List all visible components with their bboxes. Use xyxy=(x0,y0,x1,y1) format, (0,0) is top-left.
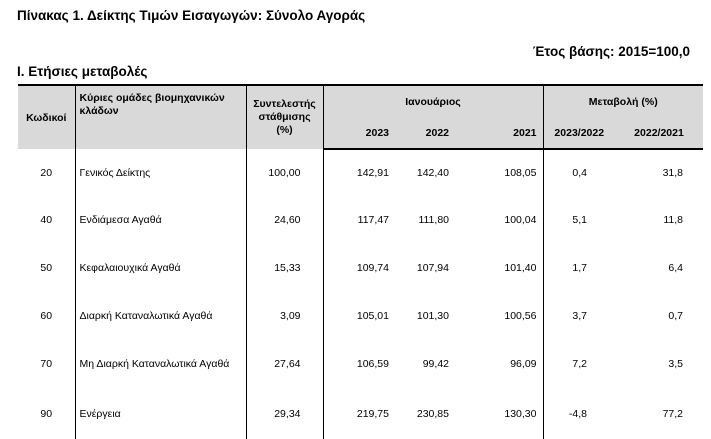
change-header: Μεταβολή (%) xyxy=(543,84,703,117)
header-row-1: Κωδικοί Κύριες ομάδες βιομηχανικών κλάδω… xyxy=(18,84,703,149)
value-2021-cell: 96,09 xyxy=(463,340,544,388)
table-row: 90 Ενέργεια 29,34 219,75 230,85 130,30 -… xyxy=(18,388,703,439)
code-cell: 50 xyxy=(18,244,76,292)
value-2023-cell: 109,74 xyxy=(356,262,389,274)
value-2021-cell: 108,05 xyxy=(463,149,544,196)
group-name-cell: Γενικός Δείκτης xyxy=(75,149,247,196)
code-cell: 90 xyxy=(18,388,76,439)
weight-cell: 15,33 xyxy=(246,244,324,292)
value-2022-cell: 99,42 xyxy=(422,358,449,370)
code-header: Κωδικοί xyxy=(18,84,76,149)
group-name-cell: Μη Διαρκή Καταναλωτικά Αγαθά xyxy=(75,340,247,388)
year-2023-header: 2023 xyxy=(323,117,395,150)
change-2023-2022-cell: 7,2 xyxy=(572,358,587,370)
year-2021-header: 2021 xyxy=(463,117,544,150)
table-title: Πίνακας 1. Δείκτης Τιμών Εισαγωγών: Σύνο… xyxy=(17,8,366,23)
weight-cell: 3,09 xyxy=(246,292,324,340)
weight-header: Συντελεστής στάθμισης (%) xyxy=(246,84,324,149)
table-row: 70 Μη Διαρκή Καταναλωτικά Αγαθά 27,64 10… xyxy=(18,340,703,388)
code-cell: 70 xyxy=(18,340,76,388)
group-name-cell: Ενδιάμεσα Αγαθά xyxy=(75,196,247,244)
value-2023-cell: 106,59 xyxy=(356,358,389,370)
index-table: Κωδικοί Κύριες ομάδες βιομηχανικών κλάδω… xyxy=(18,84,703,439)
groups-header: Κύριες ομάδες βιομηχανικών κλάδων xyxy=(75,84,247,149)
table-row: 20 Γενικός Δείκτης 100,00 142,91 142,40 … xyxy=(18,149,703,196)
code-cell: 60 xyxy=(18,292,76,340)
code-cell: 20 xyxy=(18,149,76,196)
group-name-cell: Ενέργεια xyxy=(75,388,247,439)
change-2022-2021-header: 2022/2021 xyxy=(615,117,703,150)
value-2022-cell: 230,85 xyxy=(416,407,449,420)
weight-cell: 29,34 xyxy=(246,388,324,439)
value-2021-cell: 101,40 xyxy=(463,244,544,292)
table-row: 60 Διαρκή Καταναλωτικά Αγαθά 3,09 105,01… xyxy=(18,292,703,340)
change-2023-2022-cell: -4,8 xyxy=(568,407,587,420)
change-2022-2021-cell: 31,8 xyxy=(662,167,683,179)
value-2023-cell: 105,01 xyxy=(356,310,389,322)
value-2021-cell: 130,30 xyxy=(463,388,544,439)
weight-cell: 27,64 xyxy=(246,340,324,388)
header-row-2: 2023 2022 2021 2023/2022 2022/2021 xyxy=(18,117,703,150)
code-cell: 40 xyxy=(18,196,76,244)
change-2023-2022-cell: 0,4 xyxy=(572,167,587,179)
change-2022-2021-cell: 11,8 xyxy=(663,214,683,226)
value-2022-cell: 107,94 xyxy=(416,262,449,274)
month-header: Ιανουάριος xyxy=(323,84,544,117)
change-2023-2022-cell: 1,7 xyxy=(572,262,587,274)
group-name-cell: Διαρκή Καταναλωτικά Αγαθά xyxy=(75,292,247,340)
base-year-note: Έτος βάσης: 2015=100,0 xyxy=(532,44,690,59)
change-2022-2021-cell: 0,7 xyxy=(668,310,683,322)
value-2022-cell: 111,80 xyxy=(418,214,449,226)
change-2023-2022-header: 2023/2022 xyxy=(543,117,615,150)
value-2023-cell: 219,75 xyxy=(356,407,389,420)
section-title: Ι. Ετήσιες μεταβολές xyxy=(17,64,148,79)
table-row: 50 Κεφαλαιουχικά Αγαθά 15,33 109,74 107,… xyxy=(18,244,703,292)
value-2022-cell: 142,40 xyxy=(416,167,449,179)
value-2022-cell: 101,30 xyxy=(416,310,449,322)
change-2022-2021-cell: 3,5 xyxy=(668,358,683,370)
change-2022-2021-cell: 6,4 xyxy=(668,262,683,274)
change-2023-2022-cell: 5,1 xyxy=(572,214,587,226)
change-2022-2021-cell: 77,2 xyxy=(662,407,683,420)
change-2023-2022-cell: 3,7 xyxy=(572,310,587,322)
value-2023-cell: 117,47 xyxy=(357,214,389,226)
value-2021-cell: 100,56 xyxy=(463,292,544,340)
weight-cell: 100,00 xyxy=(246,149,324,196)
year-2022-header: 2022 xyxy=(395,117,463,150)
value-2021-cell: 100,04 xyxy=(463,196,544,244)
value-2023-cell: 142,91 xyxy=(356,167,389,179)
table-row: 40 Ενδιάμεσα Αγαθά 24,60 117,47 111,80 1… xyxy=(18,196,703,244)
weight-cell: 24,60 xyxy=(246,196,324,244)
group-name-cell: Κεφαλαιουχικά Αγαθά xyxy=(75,244,247,292)
